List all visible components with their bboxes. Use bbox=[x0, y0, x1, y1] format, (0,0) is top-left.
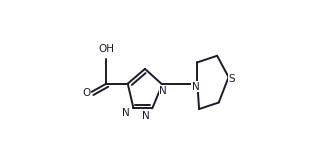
Text: O: O bbox=[82, 89, 90, 98]
Text: N: N bbox=[122, 109, 130, 118]
Text: S: S bbox=[228, 74, 235, 84]
Text: N: N bbox=[159, 86, 167, 95]
Text: N: N bbox=[142, 111, 150, 121]
Text: N: N bbox=[192, 82, 200, 92]
Text: OH: OH bbox=[98, 44, 114, 54]
